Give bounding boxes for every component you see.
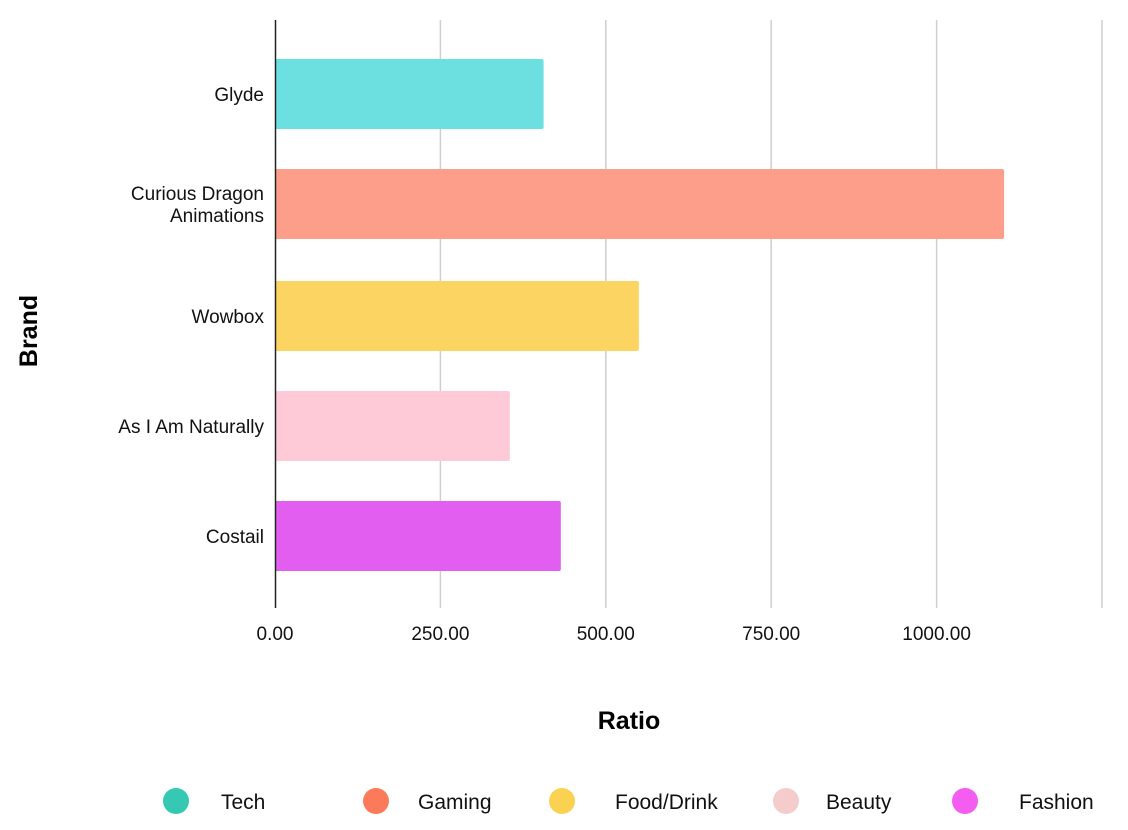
legend-label: Food/Drink [615, 791, 718, 814]
y-tick-label: Curious Dragon [131, 184, 264, 205]
x-tick-label: 250.00 [411, 624, 469, 645]
legend-swatch [773, 788, 799, 814]
legend-item: Gaming [363, 788, 492, 814]
legend-label: Gaming [418, 791, 492, 814]
bar-costail [275, 501, 561, 571]
y-tick-label: Costail [206, 527, 264, 548]
y-tick-label: Wowbox [191, 307, 264, 328]
legend-swatch [952, 788, 978, 814]
legend-label: Tech [221, 791, 265, 814]
legend-swatch [549, 788, 575, 814]
legend-item: Fashion [952, 788, 1094, 814]
y-tick-label: As I Am Naturally [118, 417, 264, 438]
bar-as-i-am-naturally [275, 391, 510, 461]
bar-wowbox [275, 281, 639, 351]
y-tick-label: Animations [170, 206, 264, 227]
y-axis-title: Brand [15, 295, 43, 367]
y-tick-label: Glyde [214, 85, 264, 106]
x-tick-label: 1000.00 [902, 624, 971, 645]
legend-item: Food/Drink [549, 788, 718, 814]
legend-label: Beauty [826, 791, 892, 814]
legend: Tech Gaming Food/Drink Beauty Fashion [163, 788, 1094, 814]
x-axis-title: Ratio [598, 707, 661, 735]
legend-label: Fashion [1019, 791, 1094, 814]
legend-swatch [163, 788, 189, 814]
bar-glyde [275, 59, 544, 129]
x-tick-label: 500.00 [577, 624, 635, 645]
legend-item: Beauty [773, 788, 892, 814]
legend-swatch [363, 788, 389, 814]
legend-item: Tech [163, 788, 265, 814]
x-tick-label: 0.00 [257, 624, 294, 645]
x-tick-label: 750.00 [742, 624, 800, 645]
bar-curious-dragon-animations [275, 169, 1005, 239]
